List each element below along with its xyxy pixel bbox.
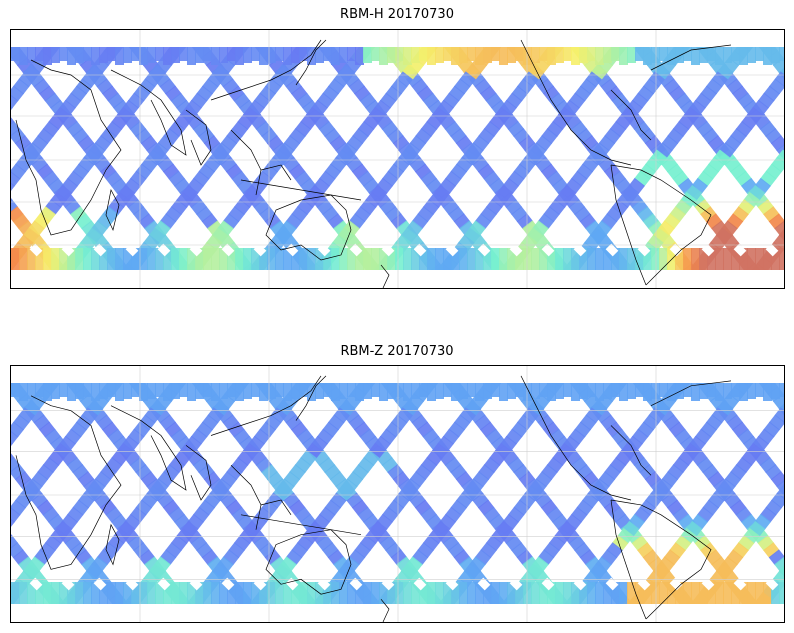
- map-svg-rbm-h: [11, 30, 784, 288]
- rbm-h-coastlines: [15, 39, 732, 288]
- rbm-h-polar-bands: [11, 47, 784, 270]
- rbm-z-swaths: [11, 383, 784, 604]
- map-panel-rbm-z: [10, 365, 785, 623]
- rbm-z-coastlines: [15, 375, 732, 622]
- map-svg-rbm-z: [11, 366, 784, 622]
- map-panel-rbm-h: [10, 29, 785, 289]
- rbm-z-gridlines: [11, 366, 784, 622]
- panel-top-title: RBM-H 20170730: [340, 7, 454, 22]
- rbm-h-gridlines: [11, 30, 784, 288]
- rbm-z-polar-bands: [11, 383, 784, 604]
- panel-bottom-title: RBM-Z 20170730: [340, 344, 454, 359]
